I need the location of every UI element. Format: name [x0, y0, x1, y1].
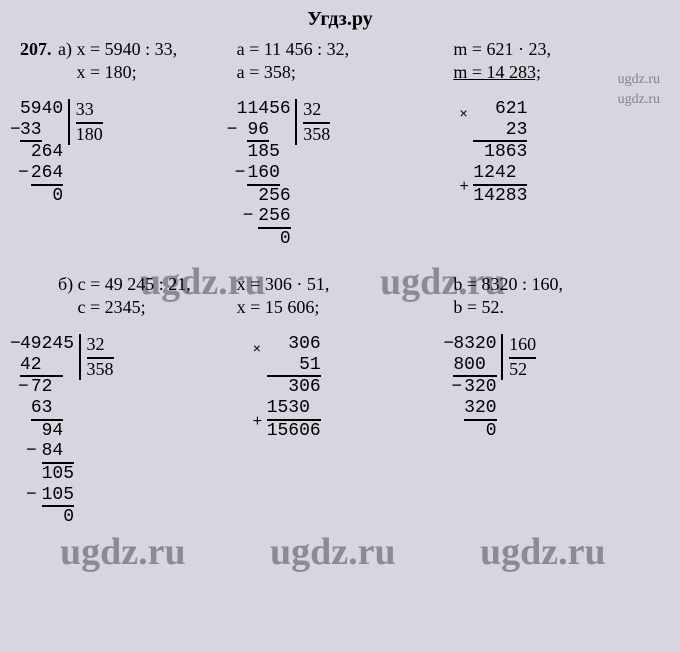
eqB1-2: c = 2345; [78, 297, 146, 317]
longdiv-5940-33: 5940 −33 264 − 264 0 33 180 [20, 99, 103, 206]
eqA3-2: m = 14 283; [453, 62, 660, 83]
eqA3-1: m = 621 · 23, [453, 39, 660, 60]
longdiv-49245-21: −49245 42 − 72 63 94 − 84 105 − 105 0 32… [20, 334, 114, 528]
part-b-calcs: −49245 42 − 72 63 94 − 84 105 − 105 0 32… [20, 334, 660, 528]
eqA1-2: x = 180; [76, 62, 136, 82]
mult-621-23: × 621 23 1863 + 1242 14283 [473, 99, 527, 206]
part-b-label: б) [58, 274, 73, 294]
part-b-equations: б) c = 49 245 : 21, b) c = 2345; x = 306… [20, 272, 660, 320]
eqA1-1: x = 5940 : 33, [76, 39, 177, 59]
longdiv-8320-160: −8320 800 − 320 320 0 160 52 [453, 334, 536, 441]
eqA2-2: a = 358; [237, 62, 444, 83]
problem-number: 207. [20, 39, 58, 60]
eqB2-2: x = 15 606; [237, 297, 444, 318]
eqA2-1: a = 11 456 : 32, [237, 39, 444, 60]
eqB1-1: c = 49 245 : 21, [78, 274, 191, 294]
page-header: Угдз.ру [20, 8, 660, 31]
part-a-calcs: 5940 −33 264 − 264 0 33 180 11456 − 96 [20, 99, 660, 250]
longdiv-11456-32: 11456 − 96 185 − 160 256 − 256 0 32 358 [237, 99, 331, 250]
part-a-equations: 207.а) x = 5940 : 33, a) x = 180; a = 11… [20, 37, 660, 85]
part-a-label: а) [58, 39, 72, 59]
mult-306-51: × 306 51 306 + 1530 15606 [267, 334, 321, 441]
eqB3-1: b = 8320 : 160, [453, 274, 660, 295]
eqB2-1: x = 306 · 51, [237, 274, 444, 295]
eqB3-2: b = 52. [453, 297, 660, 318]
